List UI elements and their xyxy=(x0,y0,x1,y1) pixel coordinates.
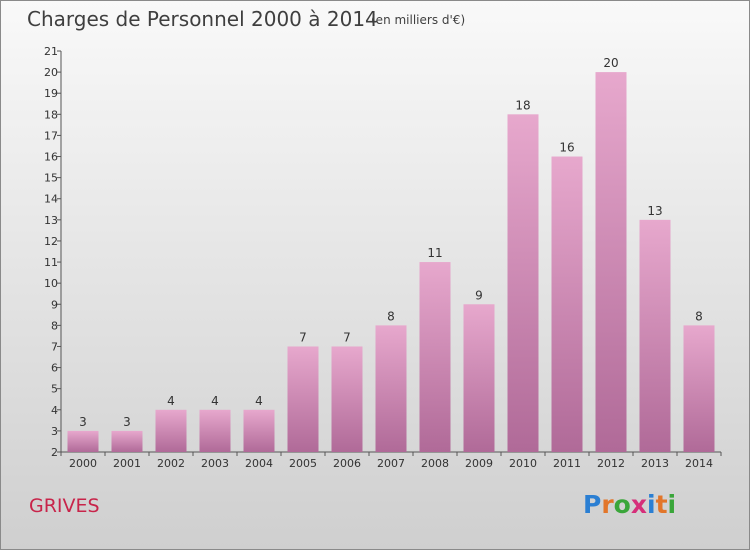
chart-title: Charges de Personnel 2000 à 2014 xyxy=(27,7,378,31)
x-tick-label: 2001 xyxy=(113,457,141,470)
x-tick-label: 2009 xyxy=(465,457,493,470)
logo-letter: i xyxy=(647,490,656,519)
bar-value-label: 4 xyxy=(255,394,263,408)
x-tick-label: 2008 xyxy=(421,457,449,470)
logo-letter: P xyxy=(583,490,602,519)
bar-value-label: 8 xyxy=(695,309,703,323)
x-tick-label: 2004 xyxy=(245,457,273,470)
y-tick-label: 14 xyxy=(44,193,58,206)
y-tick-label: 10 xyxy=(44,277,58,290)
x-tick-label: 2010 xyxy=(509,457,537,470)
x-tick-label: 2011 xyxy=(553,457,581,470)
bar-2013 xyxy=(639,219,671,452)
x-tick-label: 2012 xyxy=(597,457,625,470)
bar-value-label: 3 xyxy=(79,415,87,429)
y-tick-label: 12 xyxy=(44,235,58,248)
bar-value-label: 4 xyxy=(167,394,175,408)
logo-letter: i xyxy=(667,490,677,519)
bar-value-label: 7 xyxy=(343,330,351,344)
bar-value-label: 9 xyxy=(475,288,483,302)
bar-value-label: 3 xyxy=(123,415,131,429)
proxiti-logo[interactable]: Proxiti xyxy=(583,490,676,519)
y-axis: 2 3 4 5 6 7 8 9 10 11 12 13 14 15 16 17 18 19 20 21 xyxy=(44,45,62,459)
y-tick-label: 16 xyxy=(44,151,58,164)
bar-2001 xyxy=(111,430,143,452)
y-tick-label: 3 xyxy=(51,425,58,438)
y-tick-label: 19 xyxy=(44,87,58,100)
chart-subtitle: (en milliers d'€) xyxy=(371,13,466,27)
bar-2005 xyxy=(287,346,319,452)
logo-letter: o xyxy=(613,490,631,519)
y-tick-label: 15 xyxy=(44,172,58,185)
bar-value-label: 13 xyxy=(647,204,662,218)
bar-2011 xyxy=(551,156,583,453)
bar-2002 xyxy=(155,409,187,452)
x-tick-label: 2013 xyxy=(641,457,669,470)
bar-2010 xyxy=(507,114,539,452)
bar-2008 xyxy=(419,262,451,452)
bar-2006 xyxy=(331,346,363,452)
logo-letter: x xyxy=(630,490,647,519)
x-tick-label: 2003 xyxy=(201,457,229,470)
y-tick-label: 5 xyxy=(51,383,58,396)
y-tick-label: 11 xyxy=(44,256,58,269)
y-tick-label: 6 xyxy=(51,362,58,375)
y-tick-label: 21 xyxy=(44,45,58,58)
y-tick-label: 18 xyxy=(44,108,58,121)
x-tick-label: 2005 xyxy=(289,457,317,470)
bar-value-label: 16 xyxy=(559,141,574,155)
x-axis: 2000 2001 2002 2003 2004 2005 2006 2007 2008 2009… xyxy=(60,451,722,470)
bar-2007 xyxy=(375,325,407,452)
y-tick-label: 2 xyxy=(51,446,58,459)
y-tick-label: 13 xyxy=(44,214,58,227)
x-tick-label: 2007 xyxy=(377,457,405,470)
bar-value-label: 4 xyxy=(211,394,219,408)
x-tick-label: 2002 xyxy=(157,457,185,470)
y-tick-label: 9 xyxy=(51,298,58,311)
commune-name: GRIVES xyxy=(29,495,100,517)
bar-2000 xyxy=(67,430,99,452)
y-tick-label: 20 xyxy=(44,66,58,79)
bar-value-label: 20 xyxy=(603,56,618,70)
bar-value-label: 18 xyxy=(515,98,530,112)
bar-value-label: 8 xyxy=(387,309,395,323)
bar-2009 xyxy=(463,304,495,452)
y-tick-label: 17 xyxy=(44,129,58,142)
bar-2012 xyxy=(595,72,627,453)
y-tick-label: 7 xyxy=(51,340,58,353)
bar-2004 xyxy=(243,409,275,452)
bar-2014 xyxy=(683,325,715,452)
x-tick-label: 2006 xyxy=(333,457,361,470)
y-tick-label: 8 xyxy=(51,319,58,332)
x-tick-label: 2000 xyxy=(69,457,97,470)
y-tick-label: 4 xyxy=(51,404,58,417)
bar-value-label: 11 xyxy=(427,246,442,260)
bar-value-label: 7 xyxy=(299,330,307,344)
x-tick-label: 2014 xyxy=(685,457,713,470)
bar-series: 3 3 4 4 4 7 7 8 11 9 18 16 20 13 8 xyxy=(67,56,715,453)
logo-letter: r xyxy=(601,490,614,519)
bar-2003 xyxy=(199,409,231,452)
logo-letter: t xyxy=(655,490,668,519)
